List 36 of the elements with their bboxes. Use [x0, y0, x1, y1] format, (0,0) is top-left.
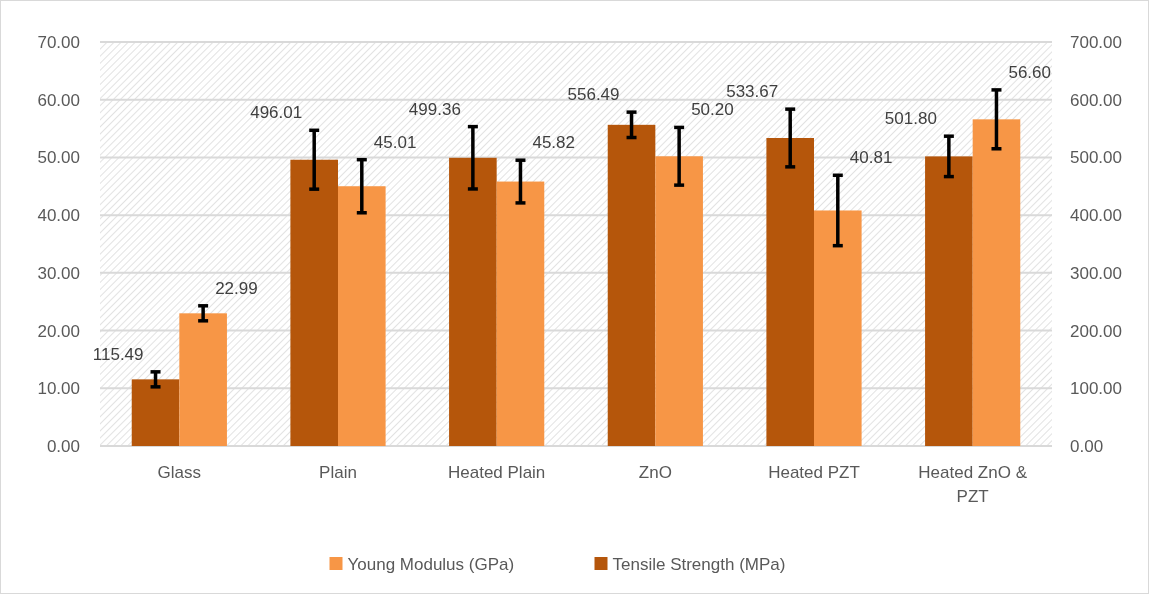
y2-tick-label: 700.00	[1070, 32, 1122, 52]
y-tick-label: 50.00	[37, 148, 80, 168]
y2-tick-label: 0.00	[1070, 436, 1104, 456]
y2-tick-label: 500.00	[1070, 148, 1122, 168]
y-tick-label: 60.00	[37, 90, 80, 110]
data-label: 50.20	[691, 100, 734, 120]
y2-tick-label: 300.00	[1070, 263, 1122, 283]
y-tick-label: 70.00	[37, 32, 80, 52]
y-tick-label: 0.00	[46, 436, 80, 456]
y-tick-label: 20.00	[37, 321, 80, 341]
y2-tick-label: 600.00	[1070, 90, 1122, 110]
data-label: 45.01	[373, 132, 417, 152]
data-label: 499.36	[408, 99, 461, 119]
x-tick-label: Glass	[157, 463, 202, 482]
x-tick-label: ZnO	[638, 463, 672, 482]
data-label: 40.81	[849, 148, 893, 168]
y2-tick-label: 400.00	[1070, 206, 1122, 226]
data-label: 533.67	[726, 82, 779, 102]
data-label: 56.60	[1008, 62, 1052, 82]
x-tick-label: Plain	[319, 463, 357, 482]
data-label: 45.82	[532, 133, 576, 153]
y2-tick-label: 200.00	[1070, 321, 1122, 341]
y-tick-label: 30.00	[37, 263, 80, 283]
x-tick-label: Heated Plain	[447, 463, 546, 482]
y2-tick-label: 100.00	[1070, 379, 1122, 399]
data-label: 556.49	[567, 85, 620, 105]
data-label: 496.01	[250, 103, 303, 123]
legend-label: Tensile Strength (MPa)	[612, 554, 786, 574]
data-label: 501.80	[884, 109, 937, 129]
x-tick-label: Heated PZT	[768, 463, 860, 482]
data-label: 22.99	[215, 278, 258, 298]
x-tick-label: Heated ZnO & PZT	[918, 463, 1028, 506]
y-tick-label: 10.00	[37, 379, 80, 399]
y-tick-label: 40.00	[37, 206, 80, 226]
legend-label: Young Modulus (GPa)	[347, 554, 515, 574]
data-label: 115.49	[92, 344, 144, 364]
